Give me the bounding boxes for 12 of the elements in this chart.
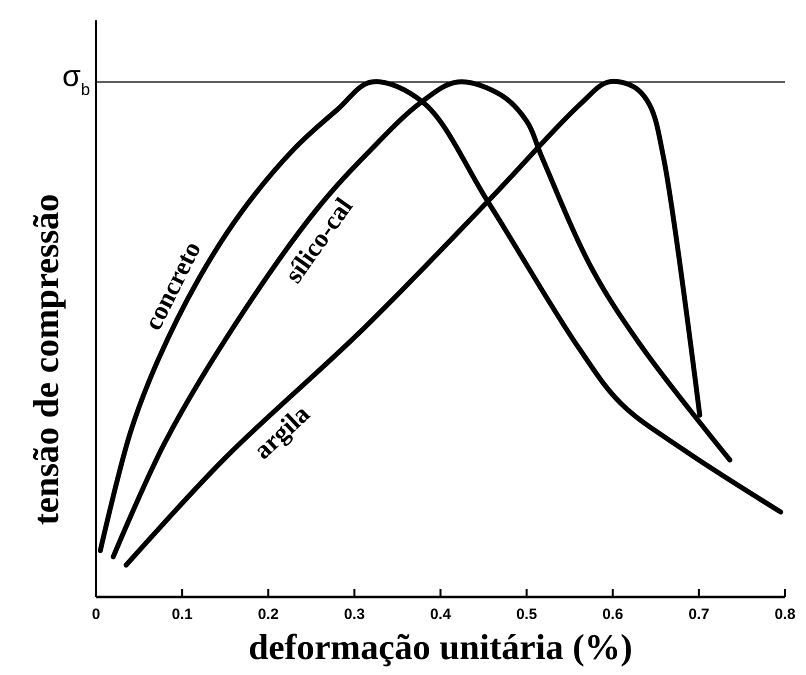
x-tick-label: 0.1 [172, 606, 193, 623]
x-tick-label: 0.3 [344, 606, 365, 623]
x-axis-title: deformação unitária (%) [248, 627, 632, 667]
x-tick-label: 0.5 [516, 606, 538, 623]
x-tick-label: 0 [92, 606, 100, 623]
x-tick-label: 0.6 [602, 606, 624, 623]
x-tick-label: 0.4 [430, 606, 452, 623]
x-tick-label: 0.2 [258, 606, 279, 623]
y-axis-title: tensão de compressão [26, 194, 66, 526]
x-tick-label: 0.7 [688, 606, 710, 623]
ref-line-label: σ$_{b}$ [62, 60, 90, 99]
x-tick-label: 0.8 [774, 606, 796, 623]
